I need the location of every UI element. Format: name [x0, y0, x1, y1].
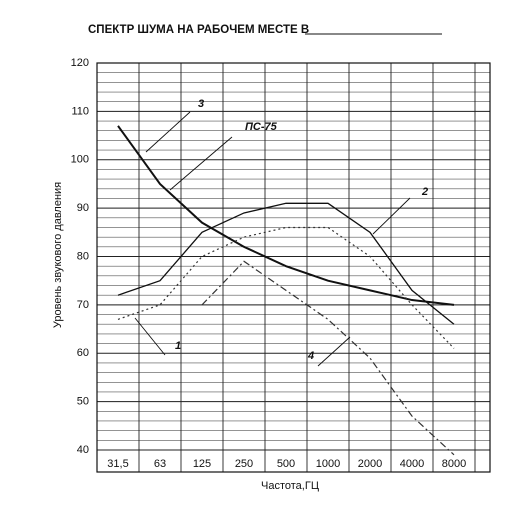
y-tick-label: 60: [77, 347, 89, 359]
x-tick-label: 2000: [358, 458, 382, 470]
y-tick-label: 80: [77, 250, 89, 262]
x-tick-label: 8000: [442, 458, 466, 470]
x-tick-label: 500: [277, 458, 295, 470]
x-tick-label: 63: [154, 458, 166, 470]
x-tick-label: 31,5: [107, 458, 128, 470]
series-line: [117, 226, 455, 349]
leader-line: [317, 336, 351, 367]
y-tick-label: 120: [71, 57, 89, 69]
x-tick-label: 250: [235, 458, 253, 470]
chart-title: СПЕКТР ШУМА НА РАБОЧЕМ МЕСТЕ В: [88, 24, 309, 36]
y-axis-label: Уровень звукового давления: [52, 182, 64, 328]
y-tick-label: 40: [77, 444, 89, 456]
series-line: [201, 260, 455, 456]
leader-line: [372, 197, 411, 235]
series-line: [117, 125, 455, 306]
leader-line: [169, 136, 233, 191]
curve-label: 3: [198, 98, 204, 110]
y-tick-label: 90: [77, 202, 89, 214]
curve-label: 2: [421, 186, 428, 198]
curve-label: 4: [307, 350, 314, 362]
leader-line: [145, 111, 191, 153]
x-tick-label: 4000: [400, 458, 424, 470]
y-tick-label: 70: [77, 299, 89, 311]
curve-label: ПС-75: [245, 121, 278, 133]
x-axis-label: Частота,ГЦ: [261, 480, 319, 492]
x-tick-label: 125: [193, 458, 211, 470]
plot-frame: [96, 62, 491, 473]
y-tick-label: 100: [71, 154, 89, 166]
x-tick-label: 1000: [316, 458, 340, 470]
leader-line: [134, 317, 166, 356]
series-line: [117, 202, 455, 325]
y-tick-label: 50: [77, 396, 89, 408]
y-tick-label: 110: [71, 105, 89, 117]
curve-label: 1: [175, 340, 181, 352]
